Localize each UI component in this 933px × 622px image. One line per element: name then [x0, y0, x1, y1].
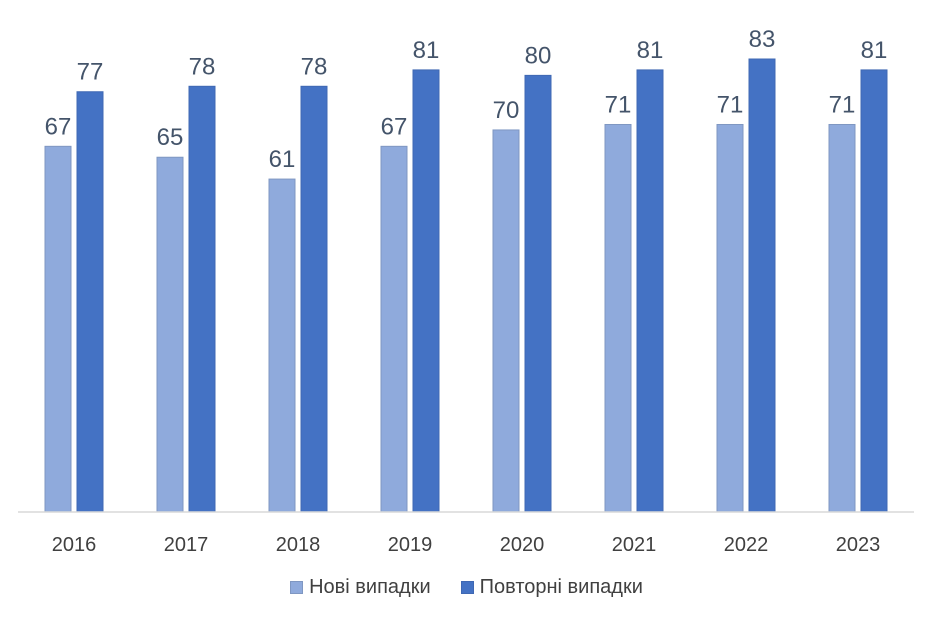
- bar-repeat-cases-2022: [748, 58, 776, 513]
- bar-repeat-cases-2016: [76, 91, 104, 513]
- data-label-new-cases-2023: 71: [829, 91, 856, 118]
- bar-new-cases-2020: [492, 129, 520, 513]
- bar-repeat-cases-2020: [524, 74, 552, 513]
- bar-repeat-cases-2018: [300, 85, 328, 513]
- data-label-repeat-cases-2021: 81: [637, 37, 664, 64]
- legend-label-repeat-cases: Повторні випадки: [479, 576, 643, 598]
- data-label-new-cases-2022: 71: [717, 91, 744, 118]
- data-label-repeat-cases-2019: 81: [413, 37, 440, 64]
- x-tick-label-2017: 2017: [164, 534, 209, 556]
- x-tick-label-2022: 2022: [724, 534, 769, 556]
- bar-repeat-cases-2021: [636, 69, 664, 513]
- x-tick-label-2018: 2018: [276, 534, 321, 556]
- x-tick-label-2016: 2016: [52, 534, 97, 556]
- legend-item-new-cases: Нові випадки: [290, 576, 431, 599]
- bar-new-cases-2022: [716, 123, 744, 513]
- bar-new-cases-2019: [380, 145, 408, 513]
- x-tick-label-2023: 2023: [836, 534, 881, 556]
- x-tick-label-2021: 2021: [612, 534, 657, 556]
- legend-item-repeat-cases: Повторні випадки: [460, 576, 643, 599]
- data-label-repeat-cases-2022: 83: [749, 26, 776, 53]
- bar-new-cases-2017: [156, 156, 184, 513]
- bar-new-cases-2016: [44, 145, 72, 513]
- data-label-new-cases-2016: 67: [45, 113, 72, 140]
- bar-new-cases-2021: [604, 123, 632, 513]
- data-label-new-cases-2021: 71: [605, 91, 632, 118]
- legend-swatch-repeat-cases: [460, 581, 474, 594]
- data-label-repeat-cases-2018: 78: [301, 53, 328, 80]
- bar-repeat-cases-2023: [860, 69, 888, 513]
- bar-new-cases-2018: [268, 178, 296, 513]
- data-label-new-cases-2018: 61: [269, 146, 296, 173]
- data-label-new-cases-2017: 65: [157, 124, 184, 151]
- data-label-new-cases-2020: 70: [493, 97, 520, 124]
- data-label-repeat-cases-2016: 77: [77, 59, 104, 86]
- legend-swatch-new-cases: [290, 581, 304, 594]
- x-tick-label-2020: 2020: [500, 534, 545, 556]
- bar-repeat-cases-2017: [188, 85, 216, 513]
- bar-repeat-cases-2019: [412, 69, 440, 513]
- bar-new-cases-2023: [828, 123, 856, 513]
- data-label-repeat-cases-2023: 81: [861, 37, 888, 64]
- legend: Нові випадки Повторні випадки: [0, 576, 933, 599]
- x-tick-label-2019: 2019: [388, 534, 433, 556]
- data-label-new-cases-2019: 67: [381, 113, 408, 140]
- data-label-repeat-cases-2020: 80: [525, 42, 552, 69]
- data-label-repeat-cases-2017: 78: [189, 53, 216, 80]
- legend-label-new-cases: Нові випадки: [309, 576, 431, 598]
